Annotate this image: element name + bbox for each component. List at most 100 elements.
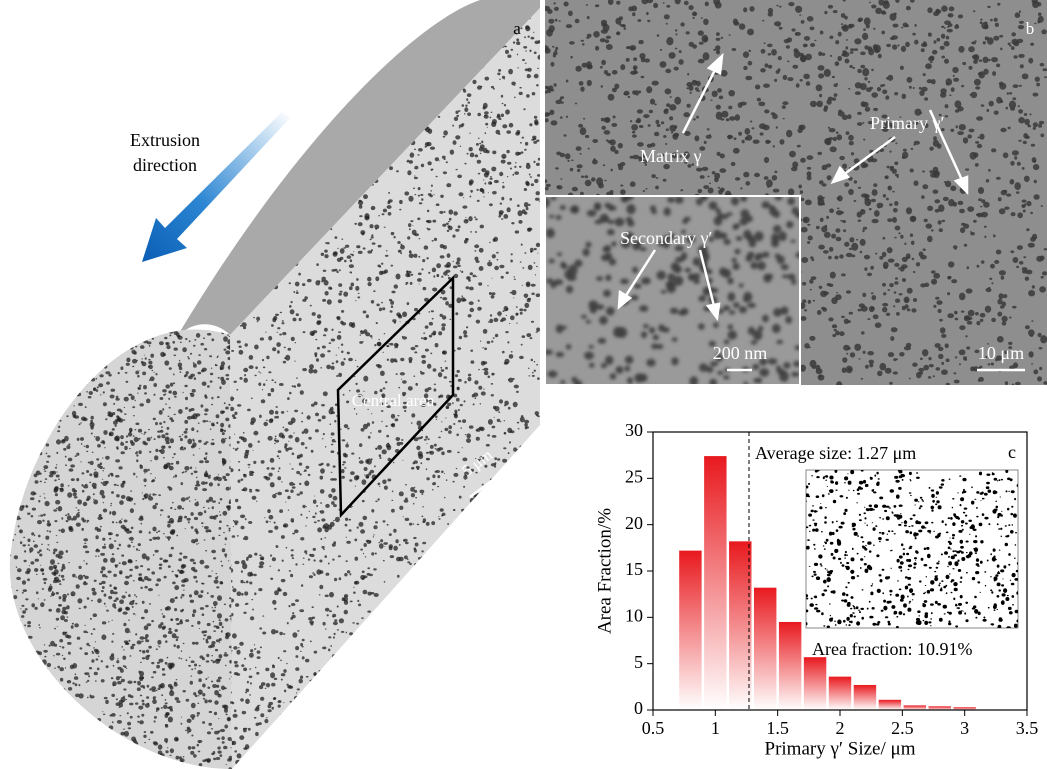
speck [261, 753, 264, 756]
speck [483, 103, 488, 109]
speck [499, 210, 504, 214]
speck [398, 653, 400, 655]
speck [514, 526, 517, 529]
speck [516, 762, 520, 764]
speck [256, 501, 257, 502]
speck [425, 325, 429, 328]
speck [524, 202, 529, 207]
speck [516, 41, 520, 45]
speck [529, 174, 531, 176]
speck [292, 385, 294, 387]
speck [268, 336, 272, 341]
speck [431, 521, 435, 525]
speck [368, 24, 370, 26]
speck [355, 581, 360, 585]
speck [47, 548, 49, 550]
speck [427, 161, 431, 165]
speck [66, 445, 70, 449]
speck [534, 472, 537, 475]
speck [422, 259, 425, 262]
speck [405, 738, 409, 743]
speck [373, 39, 377, 43]
speck [393, 21, 395, 23]
speck [259, 415, 262, 418]
speck [107, 736, 108, 737]
speck [386, 762, 388, 764]
speck [112, 620, 113, 621]
speck [506, 593, 509, 596]
speck [509, 323, 511, 324]
speck [360, 549, 363, 551]
speck [386, 703, 390, 707]
speck [230, 747, 231, 748]
speck [260, 713, 264, 717]
speck [453, 261, 454, 262]
speck [30, 561, 34, 564]
speck [414, 563, 417, 567]
speck [258, 588, 262, 591]
speck [454, 658, 457, 660]
speck [10, 700, 12, 702]
speck [468, 377, 472, 382]
speck [507, 55, 511, 58]
speck [277, 492, 282, 496]
speck [419, 733, 422, 736]
speck [344, 610, 348, 615]
speck [31, 371, 36, 375]
speck [508, 452, 510, 454]
speck [407, 236, 410, 239]
speck [222, 460, 226, 465]
speck [9, 318, 12, 321]
speck [484, 371, 489, 376]
speck [370, 224, 374, 228]
speck [387, 524, 389, 526]
speck [329, 592, 334, 598]
speck [237, 441, 240, 444]
speck [414, 660, 419, 664]
speck [350, 471, 355, 475]
speck [511, 49, 514, 51]
speck [278, 725, 281, 728]
speck [300, 454, 303, 458]
speck [449, 381, 452, 383]
speck [487, 285, 488, 286]
speck [66, 550, 68, 553]
speck [91, 659, 94, 663]
speck [192, 642, 196, 645]
speck [425, 436, 428, 439]
speck [435, 690, 437, 692]
speck [13, 539, 15, 541]
speck [66, 301, 69, 303]
speck [296, 736, 301, 741]
speck [270, 458, 275, 463]
speck [266, 717, 267, 718]
speck [71, 591, 76, 596]
speck [358, 18, 361, 20]
speck [339, 16, 341, 18]
speck [261, 193, 265, 196]
speck [56, 618, 59, 621]
speck [293, 142, 295, 144]
speck [87, 375, 89, 376]
speck [476, 260, 480, 263]
speck [61, 517, 63, 519]
speck [478, 577, 479, 579]
speck [320, 367, 322, 369]
speck [327, 299, 332, 304]
speck [219, 754, 222, 757]
speck [353, 592, 356, 594]
speck [438, 589, 443, 593]
speck [288, 510, 289, 511]
speck [344, 260, 347, 263]
speck [8, 708, 12, 711]
speck [359, 15, 361, 18]
speck [110, 590, 114, 594]
speck [266, 520, 269, 523]
speck [98, 335, 101, 337]
speck [443, 136, 446, 138]
speck [405, 648, 407, 650]
speck [378, 615, 382, 619]
speck [295, 710, 299, 713]
speck [459, 127, 460, 129]
speck [206, 456, 207, 457]
